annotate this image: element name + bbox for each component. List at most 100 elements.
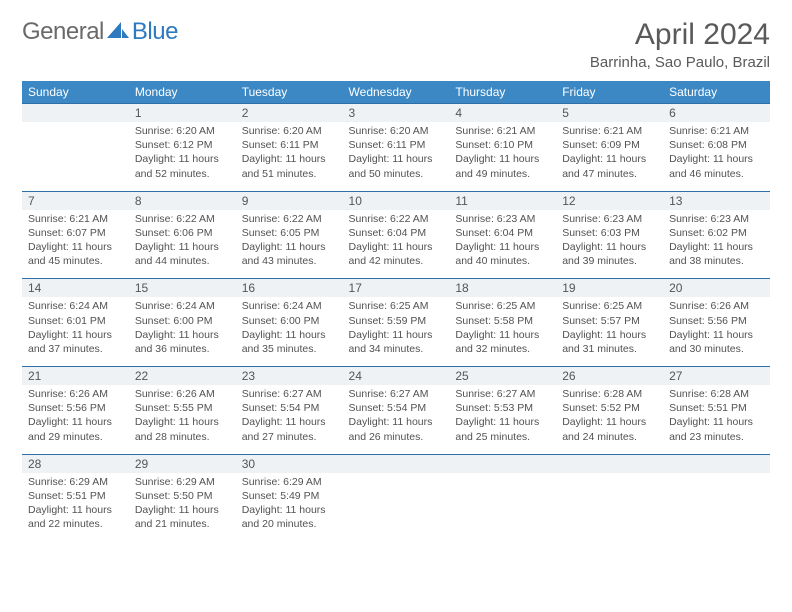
day-info-line: Daylight: 11 hours	[28, 415, 123, 429]
day-info-line: Daylight: 11 hours	[135, 503, 230, 517]
day-info-line: and 52 minutes.	[135, 167, 230, 181]
day-content-row: Sunrise: 6:29 AMSunset: 5:51 PMDaylight:…	[22, 473, 770, 542]
day-info-line: Sunrise: 6:20 AM	[242, 124, 337, 138]
day-info-line: Daylight: 11 hours	[135, 328, 230, 342]
day-info-line: Sunset: 5:50 PM	[135, 489, 230, 503]
day-info-line: and 40 minutes.	[455, 254, 550, 268]
day-info-line: Daylight: 11 hours	[562, 152, 657, 166]
day-info-line: Sunrise: 6:24 AM	[135, 299, 230, 313]
day-number: 9	[236, 191, 343, 210]
day-info-line: and 43 minutes.	[242, 254, 337, 268]
day-info-line: and 23 minutes.	[669, 430, 764, 444]
day-info-line: Sunrise: 6:20 AM	[135, 124, 230, 138]
day-number-row: 21222324252627	[22, 367, 770, 386]
day-info-line: Sunset: 5:51 PM	[28, 489, 123, 503]
day-info-line: Sunrise: 6:24 AM	[242, 299, 337, 313]
logo-text-blue: Blue	[132, 18, 178, 46]
day-info-line: Sunrise: 6:23 AM	[669, 212, 764, 226]
day-number: 4	[449, 104, 556, 123]
day-info-line: and 45 minutes.	[28, 254, 123, 268]
day-cell: Sunrise: 6:28 AMSunset: 5:52 PMDaylight:…	[556, 385, 663, 454]
day-info-line: Daylight: 11 hours	[349, 152, 444, 166]
header: General Blue April 2024 Barrinha, Sao Pa…	[22, 18, 770, 71]
logo-text-general: General	[22, 18, 104, 46]
day-cell: Sunrise: 6:22 AMSunset: 6:05 PMDaylight:…	[236, 210, 343, 279]
day-info-line: Daylight: 11 hours	[242, 503, 337, 517]
day-info-line: Sunset: 5:56 PM	[28, 401, 123, 415]
day-info-line: Sunrise: 6:26 AM	[28, 387, 123, 401]
day-number	[663, 454, 770, 473]
day-number: 20	[663, 279, 770, 298]
day-cell: Sunrise: 6:23 AMSunset: 6:02 PMDaylight:…	[663, 210, 770, 279]
day-info-line: Sunrise: 6:29 AM	[242, 475, 337, 489]
day-cell: Sunrise: 6:24 AMSunset: 6:00 PMDaylight:…	[129, 297, 236, 366]
day-cell: Sunrise: 6:24 AMSunset: 6:01 PMDaylight:…	[22, 297, 129, 366]
day-number: 11	[449, 191, 556, 210]
day-cell: Sunrise: 6:29 AMSunset: 5:49 PMDaylight:…	[236, 473, 343, 542]
day-info-line: Sunrise: 6:22 AM	[242, 212, 337, 226]
day-number-row: 123456	[22, 104, 770, 123]
day-number: 27	[663, 367, 770, 386]
day-info-line: Sunset: 6:00 PM	[242, 314, 337, 328]
dow-saturday: Saturday	[663, 81, 770, 104]
day-info-line: Sunrise: 6:21 AM	[669, 124, 764, 138]
day-info-line: Daylight: 11 hours	[455, 328, 550, 342]
day-cell: Sunrise: 6:25 AMSunset: 5:58 PMDaylight:…	[449, 297, 556, 366]
day-info-line: and 42 minutes.	[349, 254, 444, 268]
dow-monday: Monday	[129, 81, 236, 104]
dow-sunday: Sunday	[22, 81, 129, 104]
day-number: 19	[556, 279, 663, 298]
day-info-line: and 50 minutes.	[349, 167, 444, 181]
day-info-line: Sunset: 5:58 PM	[455, 314, 550, 328]
day-number-row: 282930	[22, 454, 770, 473]
day-number: 17	[343, 279, 450, 298]
day-info-line: and 35 minutes.	[242, 342, 337, 356]
day-info-line: Sunset: 5:59 PM	[349, 314, 444, 328]
location-text: Barrinha, Sao Paulo, Brazil	[590, 54, 770, 71]
day-content-row: Sunrise: 6:21 AMSunset: 6:07 PMDaylight:…	[22, 210, 770, 279]
day-cell: Sunrise: 6:25 AMSunset: 5:57 PMDaylight:…	[556, 297, 663, 366]
day-number: 24	[343, 367, 450, 386]
day-info-line: Sunrise: 6:20 AM	[349, 124, 444, 138]
day-info-line: Daylight: 11 hours	[135, 152, 230, 166]
dow-friday: Friday	[556, 81, 663, 104]
day-info-line: Daylight: 11 hours	[455, 240, 550, 254]
day-info-line: Sunset: 5:56 PM	[669, 314, 764, 328]
day-info-line: Sunrise: 6:23 AM	[455, 212, 550, 226]
day-info-line: Daylight: 11 hours	[669, 415, 764, 429]
day-info-line: Sunset: 5:57 PM	[562, 314, 657, 328]
day-info-line: and 22 minutes.	[28, 517, 123, 531]
day-info-line: Sunset: 6:04 PM	[349, 226, 444, 240]
day-cell	[22, 122, 129, 191]
day-info-line: Sunrise: 6:24 AM	[28, 299, 123, 313]
day-info-line: Sunset: 6:01 PM	[28, 314, 123, 328]
day-number: 6	[663, 104, 770, 123]
day-content-row: Sunrise: 6:20 AMSunset: 6:12 PMDaylight:…	[22, 122, 770, 191]
day-of-week-row: Sunday Monday Tuesday Wednesday Thursday…	[22, 81, 770, 104]
day-info-line: Sunset: 6:10 PM	[455, 138, 550, 152]
day-info-line: Daylight: 11 hours	[562, 415, 657, 429]
day-cell	[449, 473, 556, 542]
day-info-line: Sunrise: 6:29 AM	[135, 475, 230, 489]
day-number: 26	[556, 367, 663, 386]
day-info-line: Daylight: 11 hours	[455, 152, 550, 166]
day-info-line: and 20 minutes.	[242, 517, 337, 531]
day-info-line: Sunset: 6:12 PM	[135, 138, 230, 152]
day-info-line: Sunrise: 6:27 AM	[349, 387, 444, 401]
day-number: 13	[663, 191, 770, 210]
day-info-line: and 28 minutes.	[135, 430, 230, 444]
day-info-line: and 39 minutes.	[562, 254, 657, 268]
day-number: 25	[449, 367, 556, 386]
day-info-line: Sunrise: 6:21 AM	[455, 124, 550, 138]
day-info-line: Sunset: 5:51 PM	[669, 401, 764, 415]
day-info-line: and 30 minutes.	[669, 342, 764, 356]
dow-tuesday: Tuesday	[236, 81, 343, 104]
day-number: 1	[129, 104, 236, 123]
day-info-line: and 32 minutes.	[455, 342, 550, 356]
day-number: 7	[22, 191, 129, 210]
day-number	[449, 454, 556, 473]
day-info-line: Sunrise: 6:29 AM	[28, 475, 123, 489]
day-info-line: Sunrise: 6:28 AM	[562, 387, 657, 401]
day-number: 5	[556, 104, 663, 123]
day-info-line: Daylight: 11 hours	[242, 328, 337, 342]
